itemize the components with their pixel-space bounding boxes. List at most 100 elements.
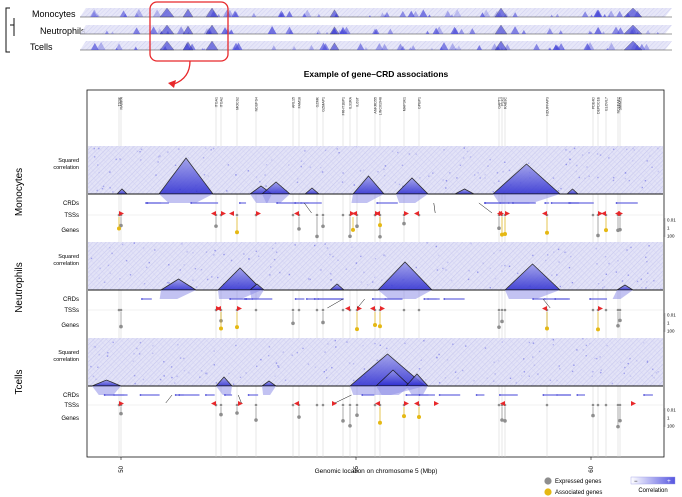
heatmap-speck	[346, 341, 348, 343]
crd-link	[262, 194, 290, 203]
overview-crd	[614, 32, 617, 34]
tss-dot	[315, 213, 319, 217]
overview-crd	[590, 14, 593, 17]
heatmap-speck	[651, 375, 653, 377]
gene-dot-expressed	[321, 224, 325, 229]
heatmap-speck	[408, 153, 411, 155]
heatmap-speck	[206, 278, 209, 281]
overview-crd	[325, 31, 329, 34]
heatmap-speck	[265, 185, 267, 187]
heatmap-speck	[167, 151, 169, 153]
heatmap-speck	[489, 267, 491, 269]
gene-dot-associated	[117, 226, 121, 231]
heatmap-speck	[139, 151, 141, 153]
heatmap-speck	[498, 360, 500, 362]
heatmap-speck	[186, 251, 188, 253]
tss-dot	[341, 403, 345, 407]
heatmap-speck	[392, 150, 394, 152]
tss-dot	[618, 403, 622, 407]
heatmap-speck	[585, 355, 587, 357]
tss-flag	[404, 401, 409, 406]
overview-crd	[450, 14, 454, 17]
gene-dot-expressed	[355, 413, 359, 418]
overview-crd	[410, 45, 416, 50]
heatmap-speck	[363, 368, 366, 370]
overview-crd	[251, 12, 257, 17]
tss-flag	[631, 401, 636, 406]
heatmap-speck	[213, 350, 215, 352]
heatmap-speck	[97, 366, 99, 368]
heatmap-speck	[394, 181, 397, 184]
heatmap-speck	[291, 354, 293, 356]
heatmap-speck	[646, 252, 648, 254]
pvalue-tick-label: 1	[667, 416, 670, 421]
overview-crd	[479, 12, 486, 17]
overview-crd	[134, 12, 140, 17]
heatmap-speck	[581, 154, 584, 156]
heatmap-speck	[569, 151, 571, 153]
tss-flag	[256, 211, 261, 216]
heatmap-speck	[446, 180, 448, 183]
heatmap-speck	[271, 247, 274, 250]
gene-dot-expressed	[214, 224, 218, 228]
heatmap-speck	[632, 160, 634, 162]
overview-crd	[205, 24, 219, 35]
overview-crd	[115, 47, 118, 50]
heatmap-speck	[629, 357, 631, 360]
heatmap-speck	[442, 179, 444, 181]
heatmap-speck	[353, 184, 355, 186]
gene-name: NDUFS4	[255, 97, 259, 111]
gene-dot-associated	[378, 324, 382, 329]
overview-crd	[533, 43, 541, 50]
heatmap-speck	[565, 251, 567, 253]
overview-crd	[267, 26, 277, 34]
heatmap-speck	[556, 274, 558, 276]
heatmap-speck	[374, 276, 376, 279]
tss-dot	[373, 403, 377, 407]
heatmap-speck	[493, 361, 495, 363]
gene-name: IL31RA	[349, 96, 353, 109]
heatmap-speck	[321, 171, 324, 173]
heatmap-speck	[532, 342, 535, 344]
tss-dot	[254, 403, 258, 407]
association-line	[237, 394, 242, 404]
heatmap-speck	[354, 268, 357, 270]
overview-crd	[408, 47, 412, 50]
heatmap-speck	[134, 383, 136, 385]
overview-label: Monocytes	[32, 9, 76, 19]
heatmap-speck	[239, 376, 242, 378]
heatmap-speck	[342, 172, 344, 174]
gene-name: GZMK	[316, 96, 320, 107]
association-line	[327, 298, 344, 309]
overview-crd	[593, 9, 602, 17]
heatmap-speck	[98, 147, 100, 150]
heatmap-speck	[624, 172, 627, 174]
heatmap-speck	[573, 147, 576, 150]
heatmap-speck	[268, 346, 271, 348]
tss-dot	[348, 403, 352, 407]
gene-dot-expressed	[402, 221, 406, 226]
heatmap-speck	[235, 344, 237, 347]
heatmap-speck	[324, 149, 327, 152]
heatmap-speck	[174, 382, 176, 384]
association-line	[542, 298, 551, 309]
gene-dot-expressed	[219, 412, 223, 417]
track-label-crds: CRDs	[63, 297, 79, 303]
heatmap-speck	[275, 242, 277, 245]
heatmap-speck	[386, 347, 388, 350]
heatmap-speck	[501, 265, 503, 267]
crd-end	[294, 202, 297, 204]
heatmap-speck	[248, 257, 250, 260]
heatmap-speck	[445, 187, 447, 189]
heatmap-speck	[487, 165, 489, 167]
overview-crd	[90, 9, 99, 17]
overview-crd	[104, 30, 109, 34]
heatmap-speck	[320, 269, 322, 271]
heatmap-speck	[136, 347, 138, 350]
heatmap-speck	[194, 268, 197, 270]
heatmap-speck	[449, 172, 451, 174]
heatmap-speck	[206, 373, 208, 375]
heatmap-speck	[477, 271, 479, 273]
overview-crd	[425, 30, 430, 34]
heatmap-speck	[419, 177, 421, 179]
